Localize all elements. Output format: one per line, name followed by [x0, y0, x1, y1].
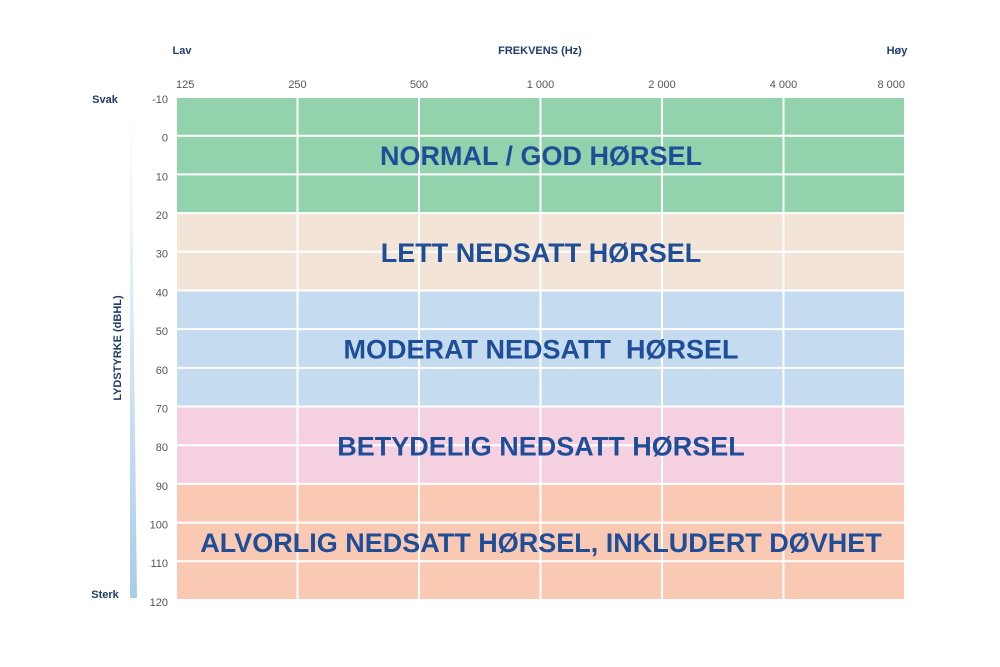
x-tick-label: 250: [288, 79, 306, 91]
x-tick-label: 4 000: [770, 79, 798, 91]
y-tick-label: 0: [162, 133, 168, 145]
x-tick-label: 1 000: [527, 79, 555, 91]
y-tick-label: 10: [156, 171, 168, 183]
y-tick-label: -10: [152, 94, 168, 106]
x-tick-label: 500: [410, 79, 428, 91]
y-tick-label: 80: [156, 442, 168, 454]
y-tick-label: 40: [156, 287, 168, 299]
y-tick-label: 90: [156, 481, 168, 493]
y-axis-label: LYDSTYRKE (dBHL): [112, 295, 124, 401]
y-tick-label: 110: [150, 558, 168, 570]
x-tick-label: 125: [176, 79, 194, 91]
band-label: NORMAL / GOD HØRSEL: [380, 141, 702, 171]
band-label: LETT NEDSATT HØRSEL: [381, 238, 702, 268]
y-tick-label: 100: [150, 520, 168, 532]
y-bottom-label: Sterk: [91, 589, 119, 601]
y-top-label: Svak: [92, 94, 119, 106]
band-label: ALVORLIG NEDSATT HØRSEL, INKLUDERT DØVHE…: [200, 528, 882, 558]
x-low-label: Lav: [173, 45, 193, 57]
y-tick-label: 30: [156, 249, 168, 261]
chart-title: FREKVENS (Hz): [498, 45, 582, 57]
y-tick-label: 20: [156, 210, 168, 222]
y-tick-label: 50: [156, 326, 168, 338]
y-tick-label: 70: [156, 403, 168, 415]
x-tick-label: 2 000: [648, 79, 676, 91]
x-high-label: Høy: [887, 45, 909, 57]
x-tick-label: 8 000: [877, 79, 905, 91]
loudness-wedge: [130, 97, 137, 598]
band-label: BETYDELIG NEDSATT HØRSEL: [337, 431, 745, 461]
band-label: MODERAT NEDSATT HØRSEL: [344, 335, 739, 365]
y-tick-label: 120: [150, 597, 168, 609]
y-tick-label: 60: [156, 365, 168, 377]
